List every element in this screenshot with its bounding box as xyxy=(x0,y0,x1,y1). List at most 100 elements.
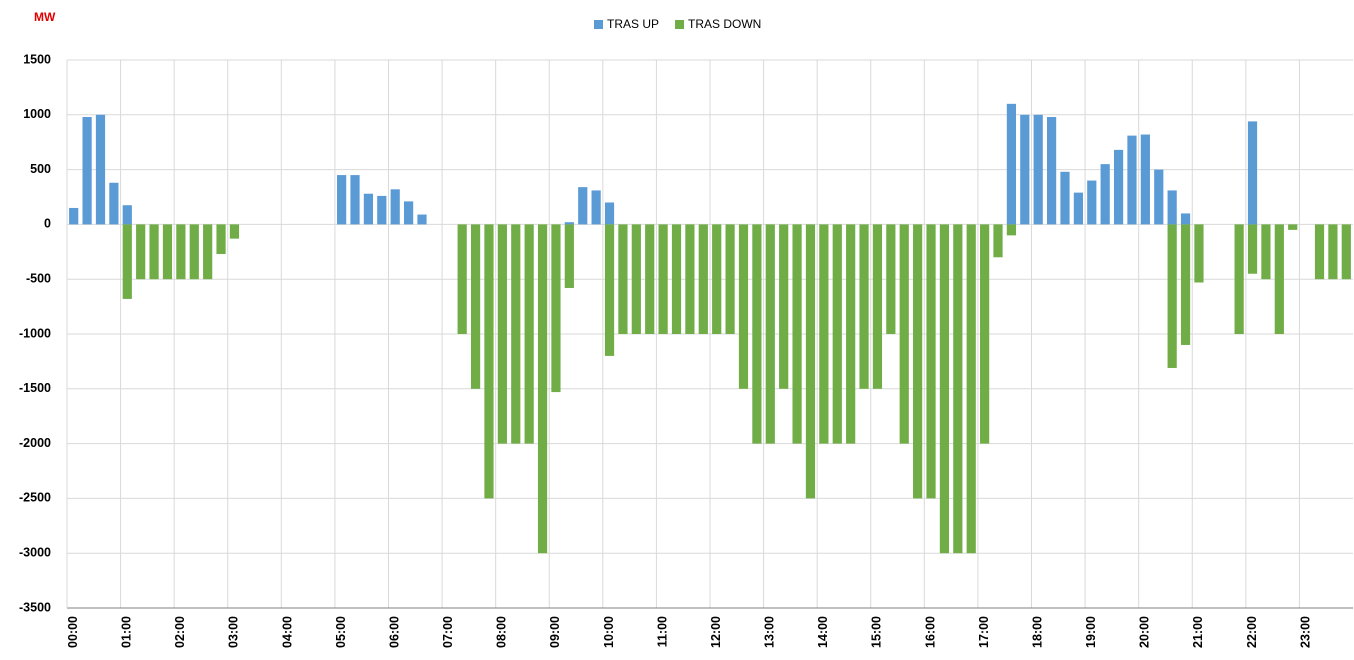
bar xyxy=(122,205,132,225)
bar xyxy=(122,224,132,299)
bar xyxy=(645,224,655,334)
bar xyxy=(872,224,883,389)
bar xyxy=(377,195,387,225)
x-tick-label: 12:00 xyxy=(709,616,723,648)
bar xyxy=(216,224,226,254)
bar xyxy=(618,224,628,334)
bar xyxy=(698,224,708,334)
bar xyxy=(1100,164,1110,225)
y-tick-label: -2500 xyxy=(19,491,51,505)
bar xyxy=(712,224,722,334)
bar xyxy=(819,224,829,444)
bar xyxy=(671,224,682,334)
bar xyxy=(484,224,494,499)
y-tick-label: 1000 xyxy=(23,107,51,121)
bar xyxy=(980,224,990,444)
x-tick-label: 04:00 xyxy=(280,616,294,648)
bar xyxy=(417,214,427,225)
bar xyxy=(1087,180,1097,225)
y-tick-label: -1000 xyxy=(19,326,51,340)
legend-swatch xyxy=(675,20,685,29)
bar xyxy=(82,116,92,225)
x-tick-label: 05:00 xyxy=(334,616,348,648)
legend-swatch xyxy=(594,20,603,29)
bar xyxy=(1127,135,1137,225)
bar xyxy=(1261,224,1271,280)
bar xyxy=(886,224,896,334)
bar xyxy=(457,224,467,334)
bar xyxy=(564,222,574,225)
bar xyxy=(846,224,856,444)
bar xyxy=(337,175,347,225)
bar xyxy=(551,224,561,393)
x-tick-label: 00:00 xyxy=(66,616,80,648)
x-tick-label: 23:00 xyxy=(1298,616,1312,648)
x-tick-label: 16:00 xyxy=(923,616,937,648)
x-tick-label: 11:00 xyxy=(655,616,669,647)
bar xyxy=(1033,114,1043,225)
bar xyxy=(1341,224,1351,280)
bar xyxy=(939,224,950,554)
bar xyxy=(953,224,963,554)
y-axis-label: MW xyxy=(34,10,56,24)
bar xyxy=(1247,224,1258,274)
bar xyxy=(926,224,936,499)
x-tick-label: 20:00 xyxy=(1138,616,1152,648)
x-tick-label: 06:00 xyxy=(387,616,401,648)
bar xyxy=(524,224,534,444)
bar xyxy=(1247,121,1258,225)
bar xyxy=(604,202,615,225)
bar xyxy=(993,224,1003,258)
bar xyxy=(511,224,521,444)
x-tick-label: 03:00 xyxy=(227,616,241,648)
x-tick-label: 22:00 xyxy=(1245,616,1259,648)
bar xyxy=(95,114,106,225)
x-tick-label: 08:00 xyxy=(495,616,509,648)
bar xyxy=(1167,190,1177,225)
bar xyxy=(1167,224,1177,368)
x-tick-label: 14:00 xyxy=(816,616,830,648)
y-tick-label: -1500 xyxy=(19,381,51,395)
bar xyxy=(497,224,507,444)
bar xyxy=(913,224,923,499)
bar xyxy=(604,224,615,356)
bar xyxy=(631,224,641,334)
bar xyxy=(765,224,775,444)
bar xyxy=(149,224,159,280)
bar xyxy=(859,224,869,389)
bar xyxy=(203,224,213,280)
bar xyxy=(136,224,146,280)
bar xyxy=(832,224,842,444)
bar xyxy=(1180,224,1191,345)
bar xyxy=(805,224,816,499)
x-tick-label: 07:00 xyxy=(441,616,455,648)
bar xyxy=(162,224,173,280)
x-tick-label: 21:00 xyxy=(1191,616,1205,648)
y-tick-label: -3500 xyxy=(19,600,51,614)
bar xyxy=(1020,114,1030,225)
bar xyxy=(1046,116,1057,225)
x-tick-label: 17:00 xyxy=(977,616,991,648)
bar xyxy=(1154,169,1164,225)
bar xyxy=(1234,224,1244,334)
legend-label: TRAS UP xyxy=(607,17,659,31)
bar xyxy=(403,201,414,225)
bar xyxy=(176,224,186,280)
bar xyxy=(738,224,749,389)
y-tick-label: -3000 xyxy=(19,545,51,559)
bar xyxy=(578,187,588,225)
legend-label: TRAS DOWN xyxy=(688,17,761,31)
bar xyxy=(229,224,240,239)
bar xyxy=(1274,224,1284,334)
y-tick-label: 0 xyxy=(44,217,51,231)
x-tick-label: 18:00 xyxy=(1030,616,1044,648)
x-tick-label: 01:00 xyxy=(120,616,134,648)
bar xyxy=(1314,224,1325,280)
bar xyxy=(966,224,976,554)
bar xyxy=(1328,224,1338,280)
bar xyxy=(109,182,119,225)
y-tick-label: -500 xyxy=(26,271,51,285)
bar xyxy=(1073,192,1083,225)
bar xyxy=(537,224,548,554)
